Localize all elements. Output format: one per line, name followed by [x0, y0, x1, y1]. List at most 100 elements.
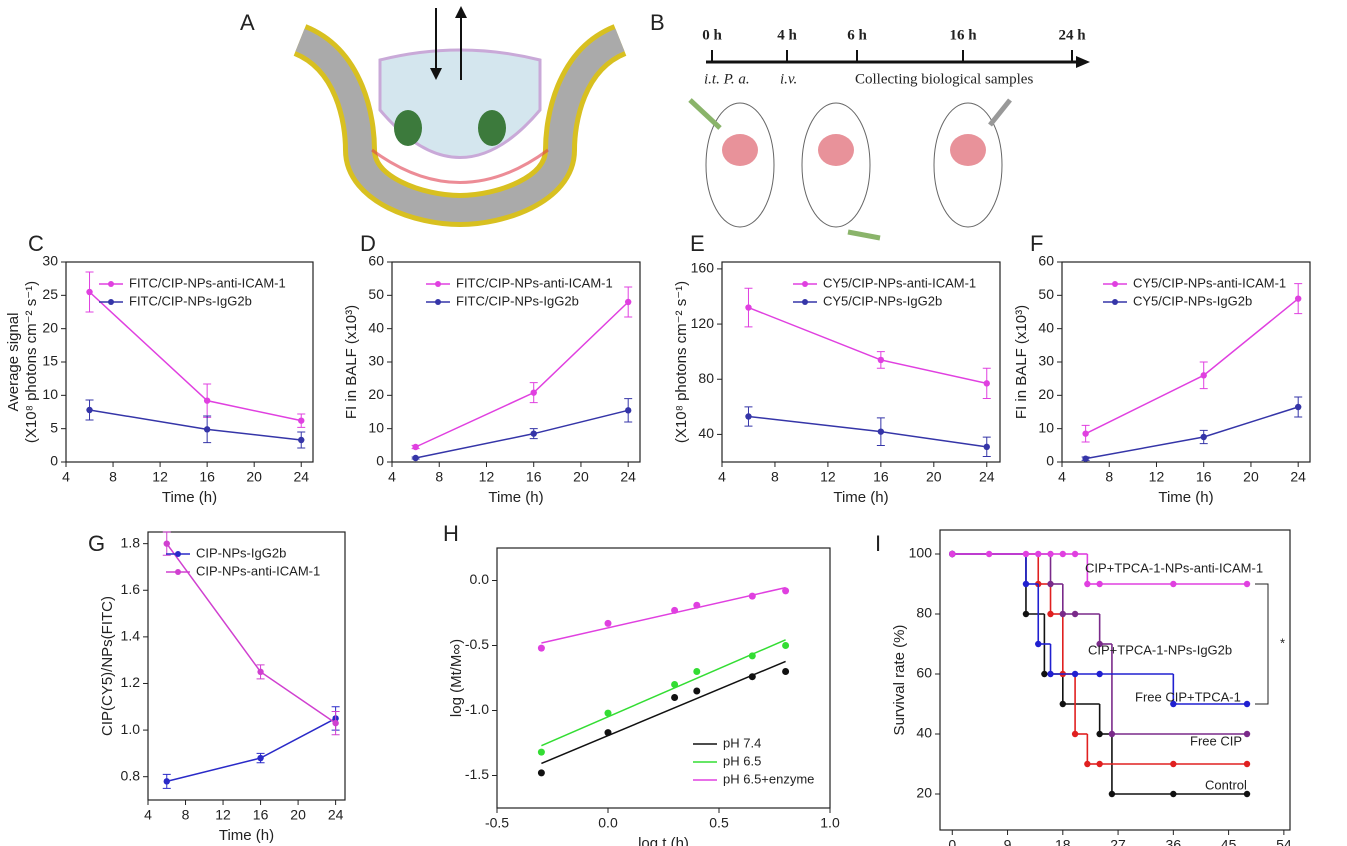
x-tick-label: 36	[1166, 837, 1182, 846]
point	[782, 668, 790, 675]
legend-marker	[435, 299, 441, 305]
legend-marker	[435, 281, 441, 287]
y-tick-label: 50	[368, 286, 384, 302]
x-tick-label: 0	[948, 837, 956, 846]
point	[1096, 760, 1103, 768]
panel-label: G	[88, 531, 105, 556]
y-tick-label: 50	[1038, 286, 1054, 302]
y-tick-label: 1.2	[121, 674, 141, 690]
point	[1170, 580, 1177, 588]
point	[298, 417, 305, 424]
legend-marker	[108, 281, 114, 287]
plot-frame	[496, 547, 831, 809]
point	[257, 668, 264, 676]
timeline-label: 0 h	[702, 27, 722, 43]
cell	[394, 110, 422, 146]
y-tick-label: 40	[1038, 319, 1054, 335]
plot-frame	[939, 529, 1291, 831]
chart: E 4 8 12 16 20 24 40 80 120 160 Time (h) (X10⁸ photo…	[673, 231, 1001, 506]
y-tick-label: 60	[916, 665, 932, 681]
point	[163, 778, 170, 785]
point	[86, 406, 93, 414]
point	[332, 719, 339, 727]
x-tick-label: 4	[62, 469, 70, 485]
chart: D 4 8 12 16 20 24 0 10 20 30 40 50 60 Time (h) FI in BA…	[343, 231, 641, 506]
y-tick-label: 1.0	[121, 721, 141, 737]
y-tick-label: 80	[698, 370, 714, 386]
chart: C 4 8 12 16 20 24 0 5 10 15 20 25 30 Time (h) Average s…	[5, 231, 314, 506]
point	[530, 389, 537, 396]
chart: F 4 8 12 16 20 24 0 10 20 30 40 50 60 Time (h) FI in BA…	[1013, 231, 1311, 506]
y-tick-label: 15	[42, 353, 58, 369]
legend-label: CY5/CIP-NPs-anti-ICAM-1	[1133, 275, 1286, 290]
series-label: Free CIP+TPCA-1	[1135, 689, 1241, 704]
x-tick-label: 20	[1243, 469, 1259, 485]
point	[1294, 403, 1302, 411]
point	[1096, 730, 1103, 738]
legend-label: pH 6.5+enzyme	[723, 771, 814, 786]
significance-bracket	[1255, 583, 1269, 705]
chart: G 4 8 12 16 20 24 0.8 1.0 1.2 1.4 1.6 1.8 Time (h) CIP…	[88, 531, 346, 844]
point	[1170, 760, 1177, 768]
fit-line	[541, 639, 786, 747]
legend-marker	[802, 299, 808, 305]
legend-marker	[1112, 281, 1118, 287]
lung	[722, 134, 758, 166]
series-label: Free CIP	[1190, 733, 1242, 748]
y-tick-label: 20	[368, 386, 384, 402]
timeline-event: i.t. P. a.	[704, 71, 750, 87]
y-tick-label: 40	[698, 425, 714, 441]
fit-line	[541, 586, 786, 644]
chart: I09182736455420406080100Time (h)Survival…	[875, 529, 1292, 846]
panel-label: C	[28, 231, 44, 256]
point	[1096, 670, 1103, 678]
legend-label: CY5/CIP-NPs-IgG2b	[1133, 293, 1252, 308]
point	[1059, 610, 1067, 618]
point	[877, 356, 885, 364]
point	[1084, 760, 1091, 768]
point	[877, 428, 885, 435]
point	[1200, 372, 1207, 379]
x-tick-label: 24	[293, 469, 309, 485]
point	[1071, 670, 1079, 678]
x-axis-label: Time (h)	[1158, 489, 1213, 506]
y-tick-label: 0.0	[470, 571, 490, 587]
timeline-arrow	[1076, 56, 1090, 68]
point	[1022, 550, 1030, 558]
y-axis-label: log (Mt/M∞)	[448, 639, 465, 717]
point	[1035, 640, 1042, 648]
x-tick-label: 12	[820, 469, 836, 485]
panel-label: B	[650, 10, 665, 35]
y-tick-label: 1.6	[121, 581, 141, 597]
x-tick-label: -0.5	[485, 815, 509, 831]
point	[1082, 430, 1089, 437]
x-axis-label: Time (h)	[162, 489, 217, 506]
y-axis-label: (X10⁸ photons cm⁻² s⁻¹)	[673, 281, 690, 443]
x-tick-label: 20	[926, 469, 942, 485]
timeline-label: 4 h	[777, 27, 797, 43]
x-tick-label: 12	[152, 469, 168, 485]
point	[203, 426, 211, 433]
cell	[478, 110, 506, 146]
x-axis-label: log t (h)	[638, 835, 689, 846]
chart: H -0.5 0.0 0.5 1.0 0.0 -0.5 -1.0 -1.5 log t (h) lo…	[443, 521, 840, 846]
annotation: *	[1280, 635, 1285, 650]
x-tick-label: 24	[620, 469, 636, 485]
syringe	[688, 98, 722, 130]
series-label: Control	[1205, 777, 1247, 792]
y-tick-label: 0	[50, 453, 58, 469]
point	[1243, 730, 1251, 738]
mice-illustration	[688, 98, 1012, 241]
x-tick-label: 9	[1004, 837, 1012, 846]
point	[671, 681, 679, 688]
panel-label: H	[443, 521, 459, 546]
timeline-label: 16 h	[949, 27, 977, 43]
y-tick-label: 10	[368, 419, 384, 435]
point	[298, 436, 305, 444]
x-tick-label: 20	[573, 469, 589, 485]
y-tick-label: 40	[916, 725, 932, 741]
x-tick-label: 8	[182, 807, 190, 823]
series-label: CIP+TPCA-1-NPs-anti-ICAM-1	[1085, 560, 1263, 575]
legend-marker	[108, 299, 114, 305]
